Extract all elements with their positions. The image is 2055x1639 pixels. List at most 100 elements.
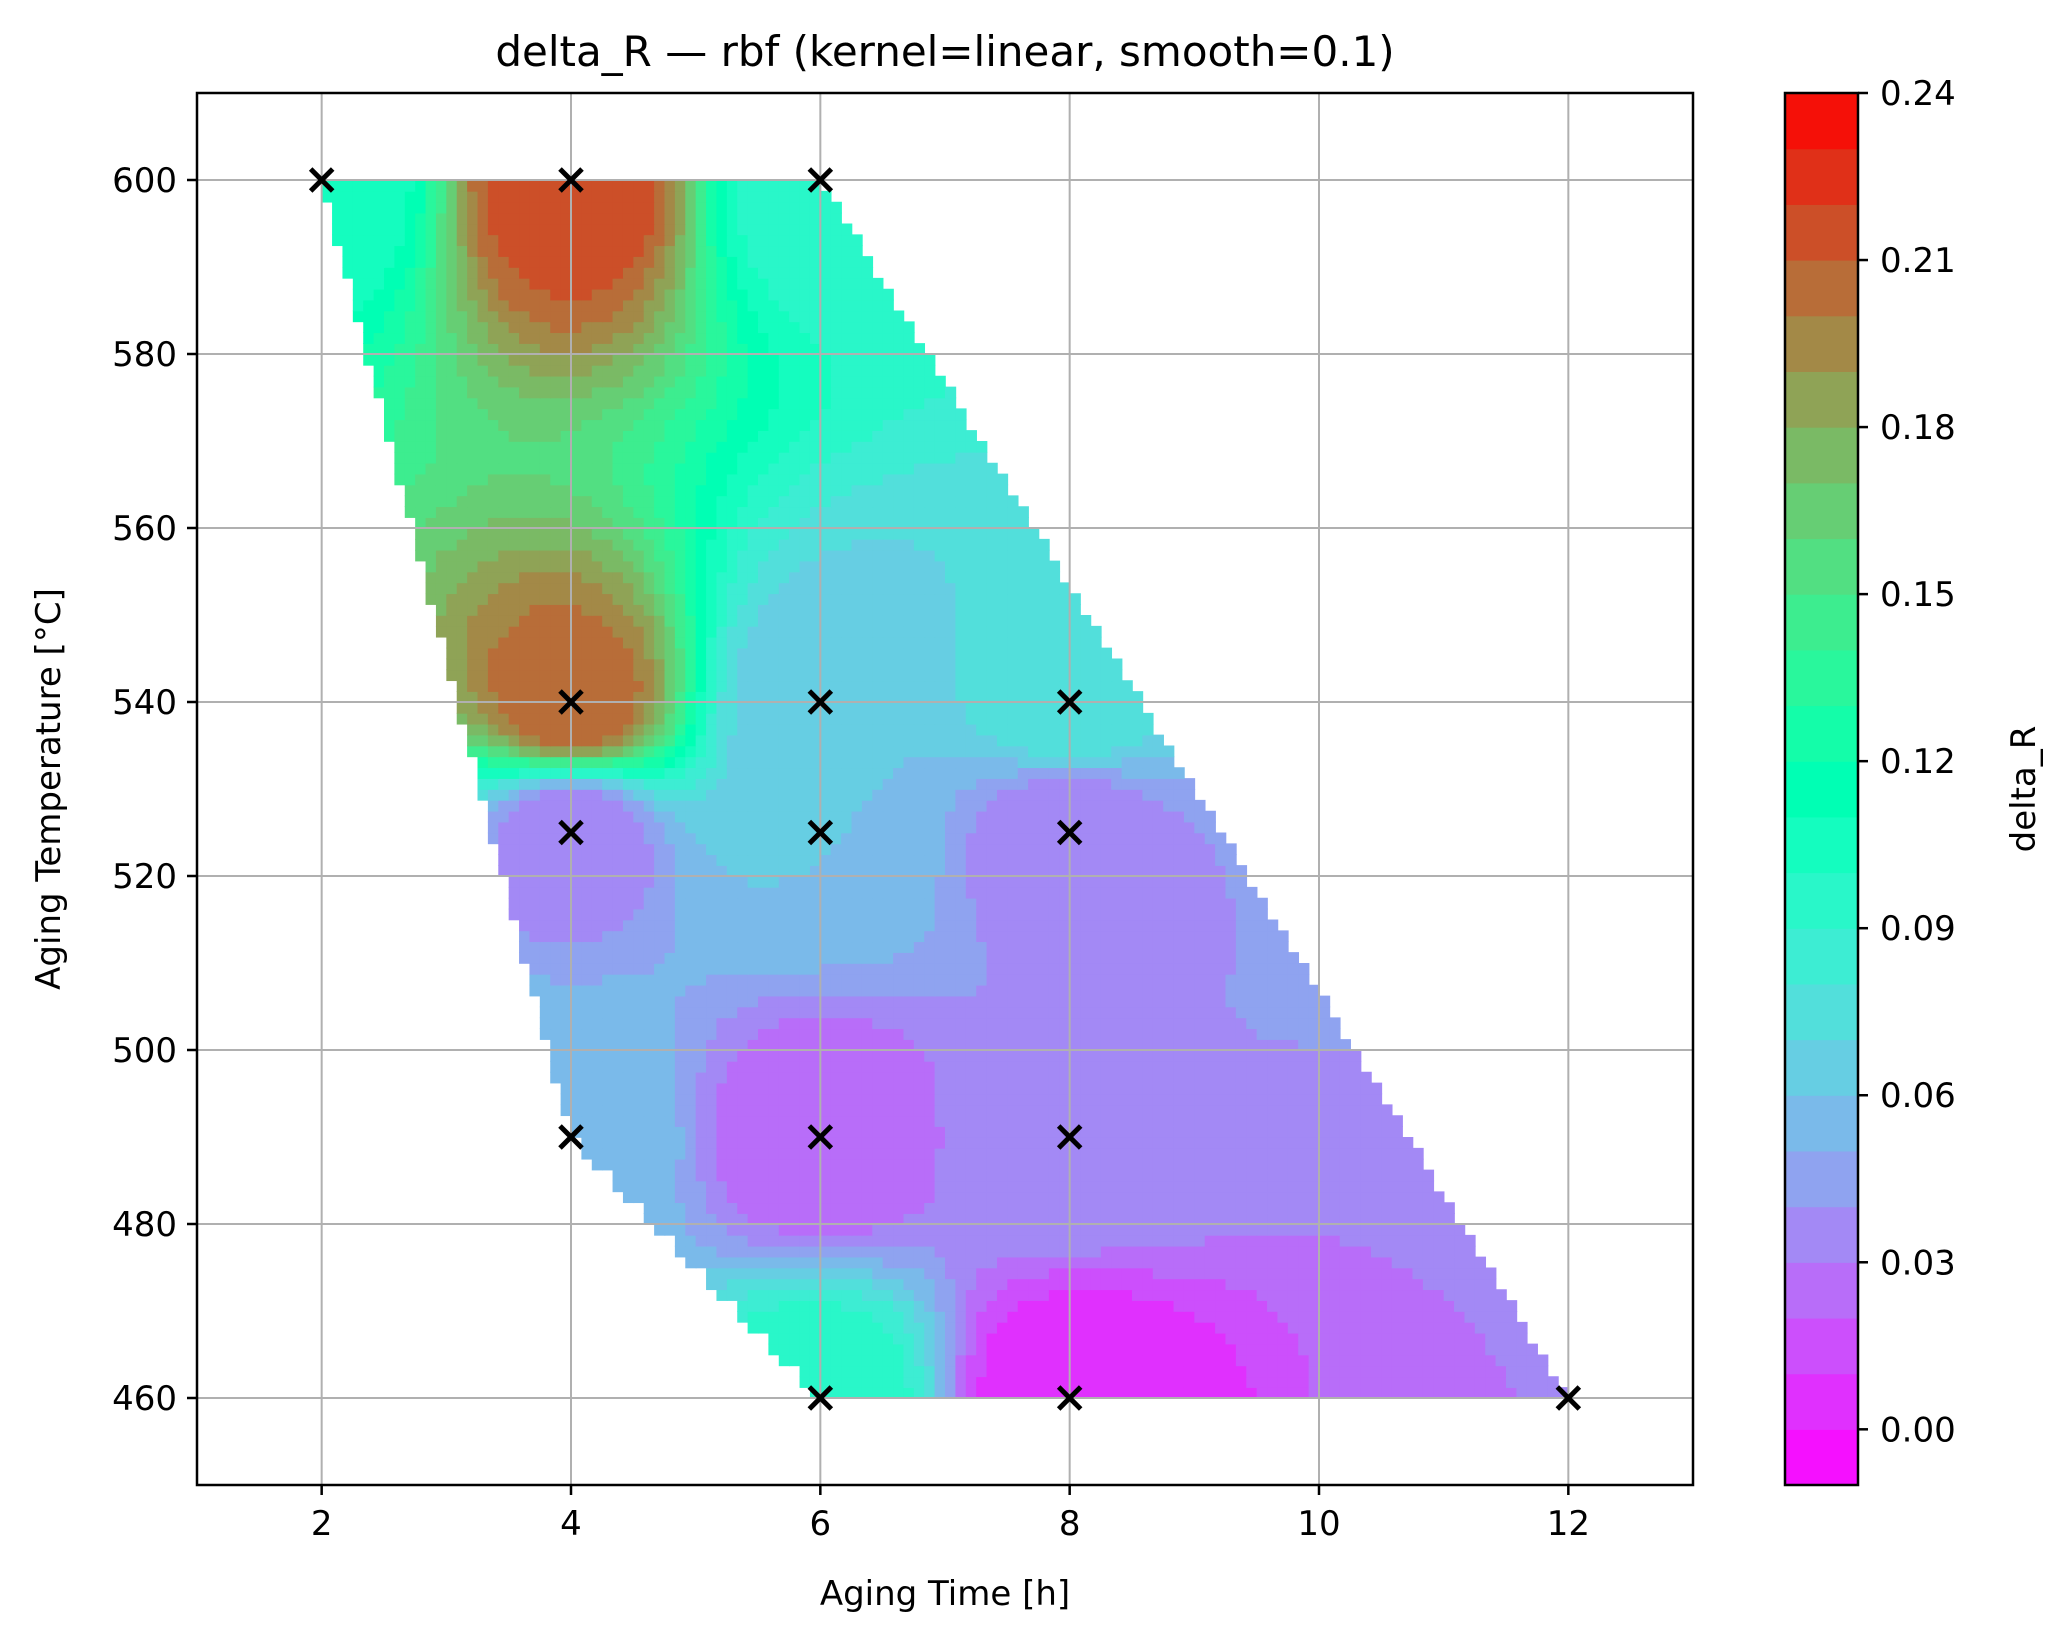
- contour-cell: [654, 789, 666, 801]
- contour-cell: [1308, 1332, 1320, 1345]
- contour-cell: [1111, 1343, 1123, 1356]
- contour-cell: [1204, 843, 1216, 856]
- contour-cell: [1152, 897, 1164, 910]
- contour-cell: [768, 1147, 780, 1160]
- contour-cell: [1038, 832, 1050, 845]
- contour-cell: [706, 1050, 718, 1062]
- contour-cell: [893, 734, 905, 747]
- contour-cell: [872, 1017, 884, 1030]
- contour-cell: [1267, 1311, 1279, 1323]
- contour-cell: [768, 1191, 780, 1204]
- contour-cell: [934, 1060, 946, 1073]
- contour-cell: [487, 810, 500, 823]
- contour-cell: [1443, 1202, 1455, 1214]
- contour-cell: [1256, 1300, 1268, 1312]
- contour-cell: [841, 1376, 853, 1388]
- contour-cell: [643, 854, 655, 866]
- contour-cell: [622, 669, 635, 682]
- contour-cell: [747, 691, 759, 703]
- contour-cell: [529, 897, 541, 910]
- contour-cell: [716, 1278, 728, 1291]
- contour-cell: [976, 1017, 988, 1030]
- contour-cell: [1152, 1387, 1164, 1399]
- contour-cell: [1246, 952, 1258, 964]
- contour-cell: [1132, 1245, 1144, 1258]
- contour-cell: [716, 1245, 728, 1258]
- contour-cell: [571, 1071, 583, 1084]
- contour-cell: [1443, 1224, 1455, 1236]
- contour-cell: [664, 963, 676, 975]
- contour-cell: [1329, 1115, 1341, 1127]
- contour-cell: [789, 854, 801, 866]
- contour-cell: [830, 669, 842, 682]
- contour-cell: [1007, 1093, 1019, 1106]
- contour-cell: [529, 669, 541, 682]
- contour-cell: [1225, 1321, 1237, 1334]
- contour-cell: [1152, 799, 1164, 812]
- contour-cell: [1090, 1147, 1102, 1160]
- contour-cell: [882, 1137, 894, 1149]
- contour-cell: [1183, 963, 1196, 975]
- contour-cell: [1132, 1137, 1144, 1149]
- contour-cell: [1152, 1332, 1164, 1345]
- contour-cell: [903, 1115, 915, 1127]
- contour-cell: [747, 1234, 759, 1247]
- contour-cell: [996, 995, 1009, 1008]
- contour-cell: [1080, 908, 1092, 921]
- contour-cell: [778, 1278, 790, 1291]
- contour-cell: [841, 1104, 853, 1117]
- contour-cell: [1152, 1343, 1164, 1356]
- contour-cell: [893, 1028, 905, 1040]
- contour-cell: [830, 854, 842, 866]
- contour-cell: [1142, 778, 1154, 790]
- contour-cell: [934, 1376, 946, 1388]
- contour-cell: [986, 908, 998, 921]
- contour-cell: [851, 1300, 863, 1312]
- contour-cell: [851, 712, 863, 725]
- contour-cell: [654, 930, 666, 943]
- contour-cell: [1080, 712, 1092, 725]
- contour-cell: [1204, 941, 1216, 953]
- contour-cell: [633, 789, 645, 801]
- contour-cell: [529, 702, 541, 714]
- contour-cell: [1152, 1191, 1164, 1204]
- contour-cell: [1485, 1332, 1497, 1345]
- contour-cell: [778, 799, 790, 812]
- contour-cell: [1256, 1245, 1268, 1258]
- contour-cell: [789, 767, 801, 779]
- contour-cell: [1111, 1039, 1123, 1051]
- contour-cell: [1339, 1071, 1351, 1084]
- contour-cell: [1319, 1158, 1331, 1171]
- contour-cell: [529, 973, 541, 986]
- contour-cell: [1235, 1126, 1248, 1138]
- contour-cell: [830, 1137, 842, 1149]
- contour-cell: [1163, 1311, 1175, 1323]
- contour-cell: [674, 702, 687, 714]
- contour-cell: [934, 941, 946, 953]
- contour-cell: [1173, 952, 1185, 964]
- contour-cell: [571, 908, 583, 921]
- contour-cell: [487, 691, 500, 703]
- contour-cell: [1048, 984, 1061, 997]
- contour-cell: [643, 1213, 655, 1225]
- contour-cell: [477, 789, 489, 801]
- contour-cell: [1454, 1256, 1466, 1269]
- contour-cell: [913, 995, 926, 1008]
- contour-cell: [1215, 1278, 1227, 1291]
- contour-cell: [633, 1115, 645, 1127]
- contour-cell: [664, 1202, 676, 1214]
- contour-cell: [1454, 1267, 1466, 1280]
- contour-cell: [1298, 1289, 1310, 1301]
- contour-cell: [654, 1115, 666, 1127]
- contour-cell: [695, 669, 707, 682]
- contour-cell: [976, 963, 988, 975]
- contour-cell: [882, 973, 894, 986]
- contour-cell: [1256, 952, 1268, 964]
- contour-cell: [1059, 854, 1071, 866]
- contour-cell: [1319, 1256, 1331, 1269]
- contour-cell: [789, 1354, 801, 1367]
- contour-fill: [321, 180, 1570, 1399]
- contour-cell: [1402, 1311, 1414, 1323]
- contour-cell: [1163, 1158, 1175, 1171]
- contour-cell: [664, 1050, 676, 1062]
